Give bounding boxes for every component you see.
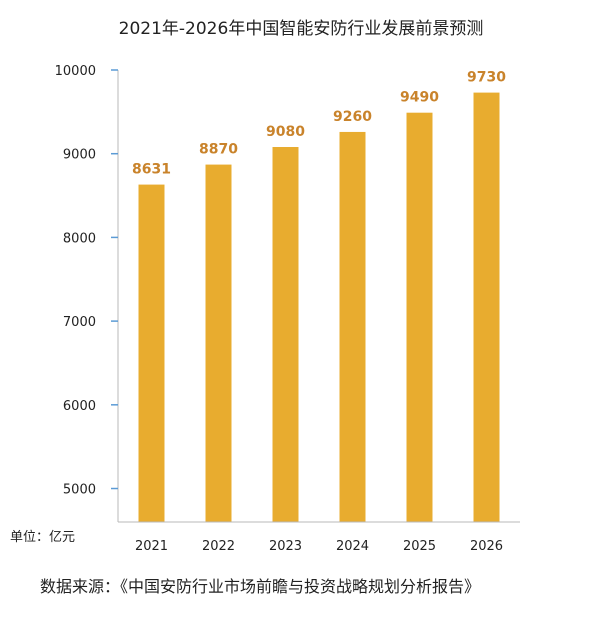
- x-tick-label-2025: 2025: [403, 539, 436, 554]
- data-label-2023: 9080: [266, 124, 305, 140]
- chart-title: 2021年-2026年中国智能安防行业发展前景预测: [119, 19, 484, 39]
- data-label-2026: 9730: [467, 70, 506, 86]
- y-axis: 5000 6000 7000 8000 9000 10000: [55, 64, 119, 522]
- y-tick-label: 8000: [63, 231, 96, 246]
- x-tick-label-2024: 2024: [336, 539, 369, 554]
- y-tick-label: 7000: [63, 315, 96, 330]
- y-tick-label: 5000: [63, 483, 96, 498]
- x-tick-label-2021: 2021: [135, 539, 168, 554]
- y-tick-label: 10000: [55, 64, 96, 79]
- y-tick-label: 9000: [63, 148, 96, 163]
- data-label-2022: 8870: [199, 142, 238, 158]
- bar-2025: [406, 112, 433, 522]
- bar-2026: [473, 92, 500, 522]
- x-tick-label-2022: 2022: [202, 539, 235, 554]
- data-label-2025: 9490: [400, 90, 439, 106]
- bar-2023: [272, 147, 299, 523]
- bar-2024: [339, 131, 366, 522]
- x-tick-label-2026: 2026: [470, 539, 503, 554]
- x-tick-label-2023: 2023: [269, 539, 302, 554]
- source-note: 数据来源：《中国安防行业市场前瞻与投资战略规划分析报告》: [40, 577, 480, 596]
- y-tick-label: 6000: [63, 399, 96, 414]
- bars-group: 8631 8870 9080 9260 9490 9730: [132, 70, 506, 523]
- bar-2021: [138, 184, 165, 522]
- data-label-2021: 8631: [132, 162, 171, 178]
- bar-2022: [205, 164, 232, 522]
- data-label-2024: 9260: [333, 109, 372, 125]
- unit-label: 单位：亿元: [10, 530, 75, 545]
- x-axis: 2021 2022 2023 2024 2025 2026: [118, 521, 520, 554]
